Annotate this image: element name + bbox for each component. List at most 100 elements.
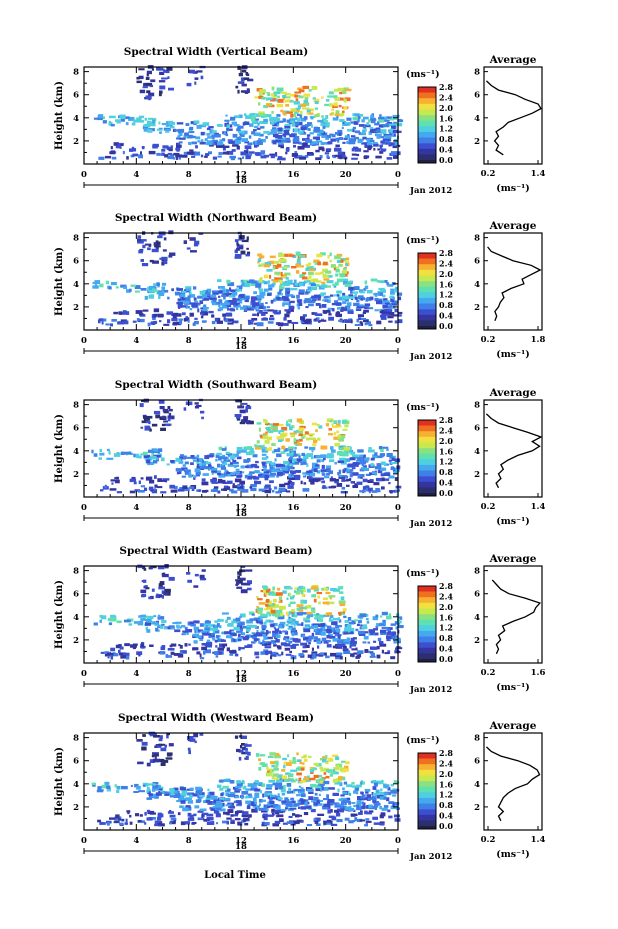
heatmap-cell <box>193 477 196 480</box>
heatmap-cell <box>260 762 265 765</box>
heatmap-cell <box>104 651 109 654</box>
heatmap-cell <box>270 121 275 125</box>
heatmap-cell <box>244 283 251 288</box>
heatmap-cell <box>165 129 171 132</box>
colorbar-segment <box>418 659 436 662</box>
heatmap-cell <box>351 467 356 470</box>
heatmap-cell <box>235 788 242 791</box>
heatmap-cell <box>153 448 159 452</box>
heatmap-cell <box>285 287 291 292</box>
heatmap-cell <box>128 288 132 292</box>
heatmap-cell <box>386 797 390 802</box>
heatmap-cell <box>251 318 258 321</box>
heatmap-cell <box>353 113 360 116</box>
heatmap-cell <box>346 302 352 306</box>
heatmap-cell <box>202 131 206 136</box>
heatmap-cell <box>119 311 127 315</box>
heatmap-cell <box>222 147 226 151</box>
heatmap-cell <box>381 611 388 616</box>
heatmap-cell <box>302 456 309 459</box>
heatmap-cell <box>265 103 271 107</box>
heatmap-cell <box>254 96 261 99</box>
heatmap-cell <box>265 603 271 607</box>
heatmap-cell <box>272 122 279 127</box>
colorbar-segment <box>418 309 436 316</box>
heatmap-cell <box>221 612 229 615</box>
heatmap-cell <box>306 137 310 141</box>
heatmap-cell <box>348 631 354 635</box>
heatmap-cell <box>381 641 384 645</box>
heatmap-cell <box>158 293 165 296</box>
heatmap-cell <box>271 764 276 768</box>
heatmap-cell <box>289 426 293 431</box>
heatmap-cell <box>252 141 255 145</box>
month-label: Jan 2012 <box>409 685 452 695</box>
heatmap-cell <box>157 486 163 489</box>
heatmap-cell <box>137 820 142 823</box>
heatmap-cell <box>247 783 254 787</box>
heatmap-cell <box>303 758 308 762</box>
heatmap-cell <box>337 803 344 806</box>
heatmap-cell <box>183 455 187 459</box>
heatmap-cell <box>376 136 381 139</box>
heatmap-cell <box>240 130 244 134</box>
heatmap-cell <box>276 87 284 92</box>
heatmap-cell <box>140 426 144 429</box>
heatmap-cell <box>101 321 104 325</box>
heatmap-cell <box>272 630 279 634</box>
heatmap-cell <box>205 620 210 624</box>
heatmap-cell <box>289 300 295 304</box>
heatmap-cell <box>257 258 262 262</box>
heatmap-cell <box>392 804 395 807</box>
heatmap-cell <box>192 135 196 139</box>
average-x-tick-label: 1.4 <box>531 169 546 179</box>
heatmap-cell <box>159 479 167 482</box>
heatmap-cell <box>301 276 308 280</box>
heatmap-cell <box>216 803 223 808</box>
heatmap-cell <box>278 490 283 494</box>
heatmap-cell <box>381 779 384 784</box>
heatmap-cell <box>104 781 110 785</box>
heatmap-cell <box>335 625 340 629</box>
heatmap-cell <box>285 123 291 126</box>
heatmap-cell <box>178 141 183 144</box>
heatmap-cell <box>278 600 281 604</box>
heatmap-cell <box>247 142 253 145</box>
heatmap-cell <box>154 484 158 488</box>
heatmap-cell <box>288 603 291 607</box>
heatmap-cell <box>234 304 237 308</box>
heatmap-cell <box>356 318 359 323</box>
heatmap-cell <box>339 91 343 95</box>
heatmap-cell <box>222 820 229 824</box>
heatmap-cell <box>292 113 297 118</box>
heatmap-cell <box>323 614 330 617</box>
colorbar-tick-label: 2.4 <box>439 591 453 601</box>
heatmap-cell <box>290 618 296 621</box>
heatmap-cell <box>241 138 248 142</box>
heatmap-cell <box>354 136 359 140</box>
heatmap-cell <box>312 655 317 659</box>
heatmap-cell <box>337 307 343 310</box>
average-y-tick-label: 6 <box>474 590 480 600</box>
heatmap-cell <box>338 644 342 648</box>
heatmap-cell <box>236 630 243 633</box>
heatmap-cell <box>388 815 393 819</box>
heatmap-cell <box>285 276 289 280</box>
heatmap-cell <box>290 472 294 477</box>
heatmap-cell <box>315 638 321 642</box>
heatmap-cell <box>255 632 261 635</box>
heatmap-cell <box>363 309 369 313</box>
colorbar-tick-label: 0.4 <box>439 811 453 821</box>
heatmap-cell <box>396 292 403 296</box>
heatmap-cell <box>126 657 129 660</box>
heatmap-cell <box>314 820 319 824</box>
heatmap-cell <box>390 656 396 660</box>
heatmap-cell <box>121 818 125 822</box>
heatmap-cell <box>333 622 337 626</box>
heatmap-cell <box>269 472 277 476</box>
heatmap-cell <box>384 135 392 139</box>
heatmap-cell <box>263 306 267 309</box>
heatmap-cell <box>375 801 380 806</box>
heatmap-cell <box>383 472 391 476</box>
heatmap-cell <box>132 646 136 650</box>
